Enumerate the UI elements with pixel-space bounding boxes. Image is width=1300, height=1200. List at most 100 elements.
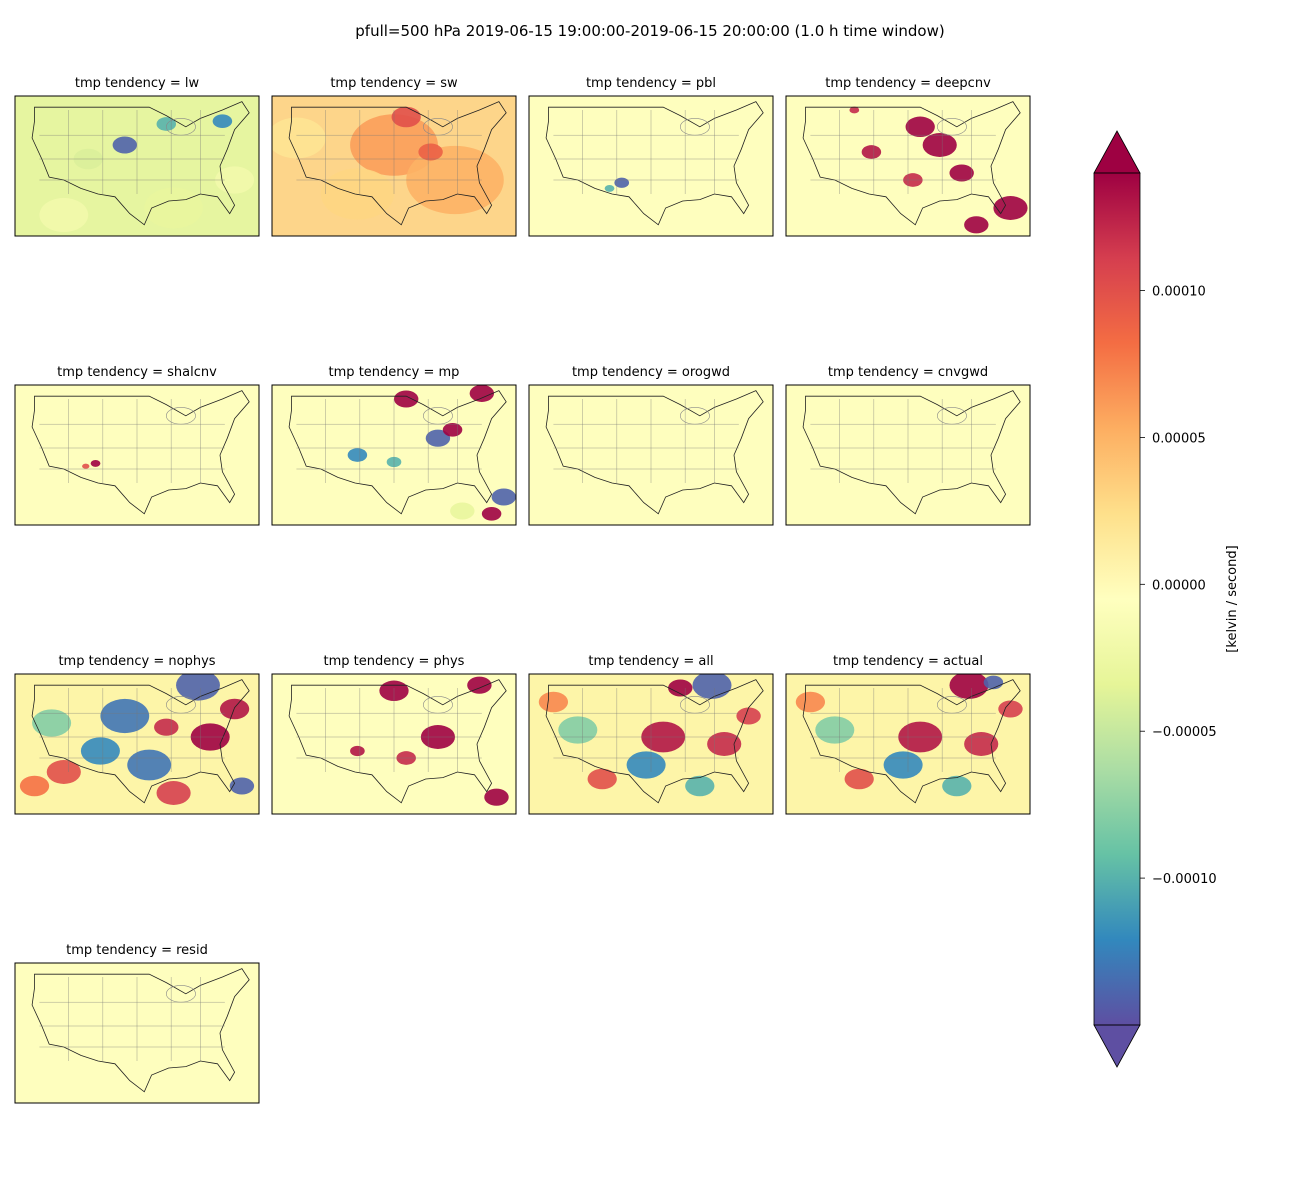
panel-frame bbox=[785, 95, 1031, 237]
field-blob bbox=[82, 463, 90, 469]
panel-title: tmp tendency = actual bbox=[833, 654, 983, 669]
panel-title: tmp tendency = phys bbox=[324, 654, 465, 669]
state-borders bbox=[39, 399, 225, 483]
field-blob bbox=[692, 674, 732, 699]
field-blob bbox=[736, 707, 761, 725]
great-lakes bbox=[165, 407, 196, 425]
field-blob bbox=[90, 459, 101, 467]
panel-frame bbox=[271, 384, 517, 526]
field-blob bbox=[883, 751, 923, 779]
map-panel: tmp tendency = shalcnv bbox=[14, 365, 260, 526]
colorbar-tick-label: 0.00000 bbox=[1152, 578, 1206, 593]
figure-title: pfull=500 hPa 2019-06-15 19:00:00-2019-0… bbox=[355, 22, 944, 40]
map-panel: tmp tendency = orogwd bbox=[528, 365, 774, 526]
field-blob bbox=[394, 390, 419, 408]
field-blob bbox=[469, 385, 495, 402]
panel-title: tmp tendency = mp bbox=[329, 365, 460, 380]
great-lakes bbox=[679, 696, 710, 714]
great-lakes bbox=[679, 118, 710, 136]
field-layer bbox=[39, 114, 255, 233]
map-panel: tmp tendency = actual bbox=[785, 654, 1031, 815]
panel-frame bbox=[785, 673, 1031, 815]
colorbar-tick-label: −0.00005 bbox=[1152, 725, 1217, 740]
field-blob bbox=[795, 691, 826, 713]
great-lakes bbox=[422, 118, 453, 136]
state-borders bbox=[39, 977, 225, 1061]
field-blob bbox=[127, 749, 172, 781]
field-blob bbox=[949, 164, 974, 182]
state-borders bbox=[810, 110, 996, 194]
colorbar-extend-min bbox=[1093, 1024, 1141, 1068]
panel-title: tmp tendency = deepcnv bbox=[825, 76, 991, 91]
field-blob bbox=[156, 781, 191, 805]
field-blob bbox=[450, 502, 475, 520]
colorbar-tick-label: 0.00005 bbox=[1152, 431, 1206, 446]
panel-frame bbox=[271, 673, 517, 815]
field-blob bbox=[442, 422, 463, 437]
panel-title: tmp tendency = lw bbox=[75, 76, 200, 91]
state-borders bbox=[296, 688, 482, 772]
great-lakes bbox=[936, 696, 967, 714]
great-lakes bbox=[679, 407, 710, 425]
colorbar-tick-label: −0.00010 bbox=[1152, 872, 1217, 887]
field-blob bbox=[100, 698, 150, 734]
field-blob bbox=[212, 114, 233, 129]
panel-frame bbox=[14, 962, 260, 1104]
state-borders bbox=[810, 399, 996, 483]
field-blob bbox=[491, 488, 516, 506]
great-lakes bbox=[936, 118, 967, 136]
field-blob bbox=[626, 751, 666, 779]
great-lakes bbox=[165, 118, 196, 136]
panel-frame bbox=[528, 673, 774, 815]
panel-frame bbox=[271, 95, 517, 237]
panel-title: tmp tendency = sw bbox=[330, 76, 458, 91]
panel-frame bbox=[14, 384, 260, 526]
field-blob bbox=[922, 133, 957, 157]
field-blob bbox=[144, 187, 203, 229]
field-blob bbox=[425, 429, 451, 447]
map-panel: tmp tendency = phys bbox=[271, 654, 517, 815]
map-panel: tmp tendency = all bbox=[528, 654, 774, 815]
panel-grid: tmp tendency = lw tmp tendency = sw tmp te… bbox=[14, 76, 1031, 1104]
field-blob bbox=[964, 732, 999, 756]
map-panel: tmp tendency = lw bbox=[14, 76, 260, 237]
field-layer bbox=[849, 106, 1028, 234]
field-blob bbox=[481, 506, 502, 521]
panel-frame bbox=[528, 384, 774, 526]
map-panel: tmp tendency = resid bbox=[14, 943, 260, 1104]
panel-title: tmp tendency = all bbox=[588, 654, 713, 669]
panel-title: tmp tendency = nophys bbox=[58, 654, 215, 669]
map-panel: tmp tendency = deepcnv bbox=[785, 76, 1031, 237]
colorbar-tick-label: 0.00010 bbox=[1152, 285, 1206, 300]
field-blob bbox=[604, 184, 615, 192]
colorbar-label: [kelvin / second] bbox=[1225, 545, 1240, 652]
field-blob bbox=[219, 698, 250, 720]
field-blob bbox=[905, 116, 935, 138]
field-blob bbox=[993, 196, 1028, 220]
field-blob bbox=[229, 777, 255, 795]
field-blob bbox=[467, 676, 492, 694]
panel-title: tmp tendency = shalcnv bbox=[57, 365, 217, 380]
panel-title: tmp tendency = resid bbox=[66, 943, 208, 958]
map-panel: tmp tendency = sw bbox=[271, 76, 517, 237]
field-layer bbox=[347, 385, 516, 521]
state-borders bbox=[39, 110, 225, 194]
panel-frame bbox=[14, 673, 260, 815]
field-blob bbox=[861, 145, 882, 159]
field-blob bbox=[112, 136, 137, 154]
state-borders bbox=[810, 688, 996, 772]
field-blob bbox=[272, 117, 326, 159]
field-blob bbox=[391, 106, 421, 128]
colorbar-extend-max bbox=[1093, 130, 1141, 174]
field-blob bbox=[176, 674, 220, 701]
state-borders bbox=[296, 399, 482, 483]
field-blob bbox=[949, 674, 989, 699]
field-blob bbox=[587, 768, 617, 790]
field-layer bbox=[82, 459, 101, 469]
field-blob bbox=[844, 768, 874, 790]
field-blob bbox=[849, 106, 860, 114]
great-lakes bbox=[422, 696, 453, 714]
field-blob bbox=[80, 737, 120, 765]
panel-title: tmp tendency = orogwd bbox=[572, 365, 730, 380]
